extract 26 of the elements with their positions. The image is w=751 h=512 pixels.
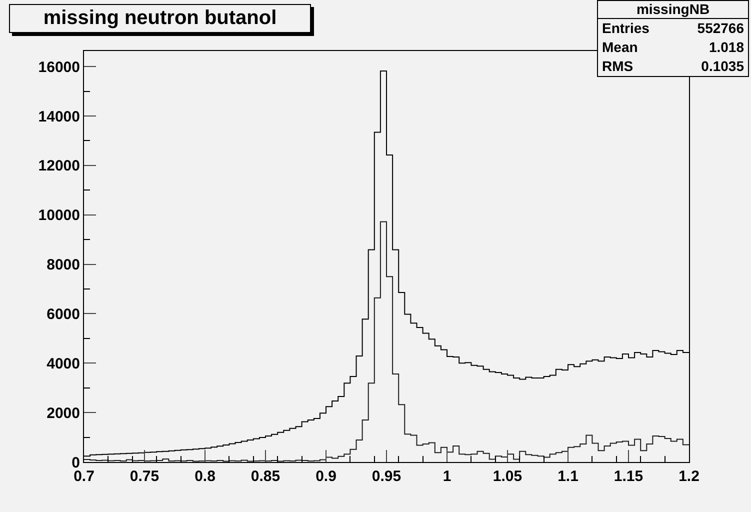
x-tick-label: 0.8 [194,468,216,485]
text: Entries [602,19,650,38]
y-tick-label: 10000 [38,207,80,224]
text: 552766 [697,19,744,38]
x-tick-label: 1.15 [614,468,644,485]
x-tick-label: 1.05 [492,468,522,485]
chart-title: missing neutron butanol [9,4,311,33]
text: 1.018 [708,38,744,57]
annotation: RMS [602,57,634,76]
y-tick-label: 14000 [38,108,80,126]
annotation: Mean [602,38,638,57]
x-tick-label: 0.95 [372,468,402,485]
y-tick-label: 8000 [46,256,80,274]
y-tick-label: 16000 [38,58,80,76]
x-tick-label: 1.1 [558,468,578,485]
x-tick-label: 0.9 [316,468,336,485]
x-tick-label: 1 [442,468,452,485]
text: 0.1035 [701,57,744,76]
x-tick-label: 0.85 [250,468,280,485]
y-tick-label: 4000 [46,355,80,372]
x-tick-label: 0.75 [130,468,160,485]
text: missingNB [598,1,748,19]
y-tick-label: 6000 [46,306,80,323]
y-tick-label: 2000 [46,404,80,422]
x-tick-label: 1.2 [678,468,700,485]
y-tick-label: 12000 [38,158,80,175]
